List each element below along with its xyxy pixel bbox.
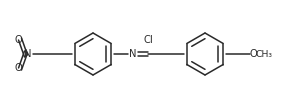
Text: CH₃: CH₃	[255, 50, 272, 59]
Text: O: O	[14, 35, 22, 45]
Text: N: N	[129, 49, 137, 59]
Text: O: O	[14, 63, 22, 73]
Text: N: N	[24, 49, 32, 59]
Text: O: O	[249, 49, 257, 59]
Text: Cl: Cl	[143, 35, 153, 45]
